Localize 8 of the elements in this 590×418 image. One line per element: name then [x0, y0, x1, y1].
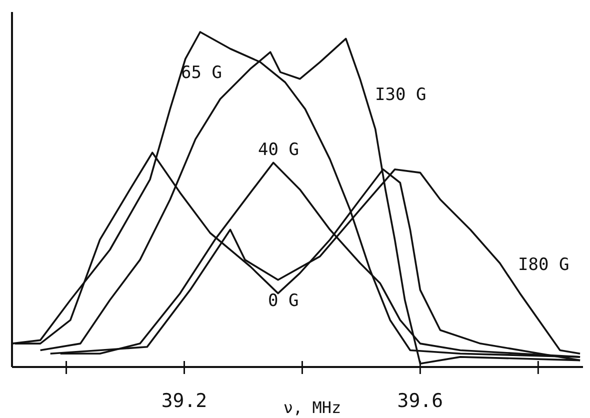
- series-label: 40 G: [258, 140, 299, 160]
- series-label: 65 G: [181, 63, 222, 83]
- x-tick-label: 39.2: [161, 390, 208, 412]
- series-label: 0 G: [268, 291, 299, 311]
- series-label: I80 G: [518, 255, 570, 275]
- x-axis-title: ν, MHz: [283, 398, 342, 417]
- series-label: I30 G: [375, 85, 426, 105]
- x-tick-label: 39.6: [397, 390, 444, 412]
